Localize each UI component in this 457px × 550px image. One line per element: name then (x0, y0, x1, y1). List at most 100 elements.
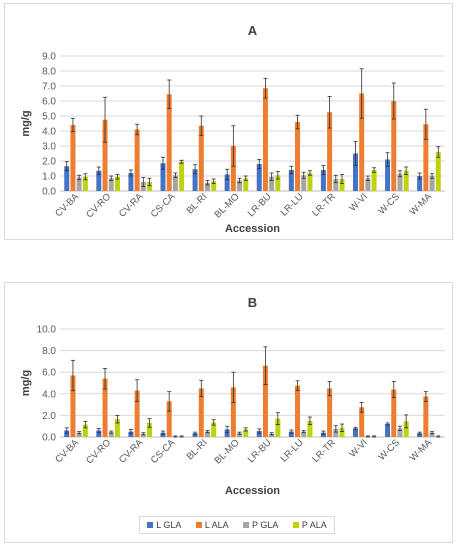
bar (256, 164, 262, 191)
legend-label: P GLA (252, 520, 279, 530)
legend-item: P ALA (292, 520, 327, 530)
bar (333, 428, 339, 437)
bar (391, 101, 397, 191)
x-tick-label: CV-RO (84, 191, 113, 220)
chart-a-svg: A 0.0 1.0 2.0 3.0 4.0 5.0 6.0 7.0 8.0 9.0 mg/g Acces… (20, 23, 445, 235)
bar (102, 119, 108, 191)
bar (320, 170, 326, 191)
y-axis-label: mg/g (20, 110, 32, 136)
bar (192, 433, 198, 437)
bar (204, 431, 210, 437)
chart-panel-b: B 0.0 2.0 4.0 6.0 8.0 10.0 mg/g Accession CV-BA CV… (4, 282, 453, 543)
bar (211, 181, 217, 191)
x-tick-label: BL-MO (213, 191, 242, 220)
bar (166, 401, 172, 437)
bar (224, 174, 230, 191)
bar (295, 122, 301, 191)
y-tick-label: 6.0 (42, 97, 56, 108)
bar (147, 422, 153, 437)
bar (417, 176, 423, 191)
bar (102, 378, 108, 437)
bar (128, 173, 134, 191)
y-tick-label: 2.0 (42, 157, 56, 168)
chart-panel-a: A 0.0 1.0 2.0 3.0 4.0 5.0 6.0 7.0 8.0 9.0 mg/g Acces… (4, 3, 453, 240)
bar (256, 431, 262, 437)
bar (198, 388, 204, 437)
legend-item: L GLA (147, 520, 181, 530)
bar (179, 161, 185, 191)
bar (288, 170, 294, 191)
x-tick-label: BL-RI (185, 437, 210, 462)
bar (269, 176, 275, 191)
bar (64, 430, 70, 437)
y-tick-label: 6.0 (42, 368, 56, 379)
y-tick-label: 9.0 (42, 52, 56, 63)
y-tick-label: 10.0 (37, 325, 57, 336)
bar (140, 433, 146, 437)
legend-swatch (292, 522, 299, 528)
y-tick-label: 1.0 (42, 172, 56, 183)
bar (192, 169, 198, 191)
legend-swatch (195, 522, 202, 528)
x-tick-label: W-MA (408, 437, 435, 464)
x-tick-label: CV-RA (117, 191, 146, 220)
bar (243, 429, 249, 437)
bar (108, 178, 114, 191)
y-tick-label: 4.0 (42, 389, 56, 400)
bar (339, 427, 345, 437)
x-tick-label: W-CS (376, 191, 402, 217)
y-tick-label: 4.0 (42, 127, 56, 138)
bar (108, 432, 114, 437)
bar (237, 180, 243, 191)
bar (96, 430, 102, 437)
bar (230, 146, 236, 191)
bar (397, 428, 403, 437)
bar (301, 175, 307, 191)
bar (198, 125, 204, 191)
bar (385, 159, 391, 191)
bar (128, 431, 134, 437)
bar (327, 388, 333, 437)
bar (160, 432, 166, 437)
bar (114, 176, 120, 191)
bar (320, 432, 326, 437)
x-axis-label: Accession (225, 223, 280, 235)
bar (160, 163, 166, 191)
bar (429, 432, 435, 437)
bar (397, 173, 403, 191)
bar (70, 375, 76, 437)
bar (403, 170, 409, 191)
bar (403, 421, 409, 437)
chart-title: B (248, 295, 257, 310)
x-tick-label: LR-LU (279, 437, 306, 464)
y-tick-label: 5.0 (42, 112, 56, 123)
bar (269, 433, 275, 437)
x-tick-label: BL-MO (213, 437, 242, 466)
bar (423, 396, 429, 437)
legend-label: L GLA (156, 520, 182, 530)
legend-item: L ALA (195, 520, 229, 530)
bar (76, 432, 82, 437)
bar (365, 178, 371, 191)
x-tick-label: W-CS (376, 437, 402, 463)
legend-label: P ALA (301, 520, 327, 530)
bar (307, 173, 313, 191)
bar (385, 424, 391, 437)
legend-label: L ALA (204, 520, 229, 530)
x-tick-label: W-MA (408, 191, 435, 218)
bar (243, 178, 249, 191)
bar (327, 112, 333, 191)
bar (359, 407, 365, 437)
y-tick-label: 8.0 (42, 346, 56, 357)
bar (147, 182, 153, 191)
bar (70, 125, 76, 191)
bar (262, 88, 268, 191)
bar (82, 424, 88, 437)
x-tick-label: W-VI (347, 191, 370, 214)
bar (237, 433, 243, 437)
bar (352, 428, 358, 437)
bar (359, 93, 365, 191)
bar (295, 385, 301, 437)
x-tick-label: CV-BA (53, 437, 81, 465)
